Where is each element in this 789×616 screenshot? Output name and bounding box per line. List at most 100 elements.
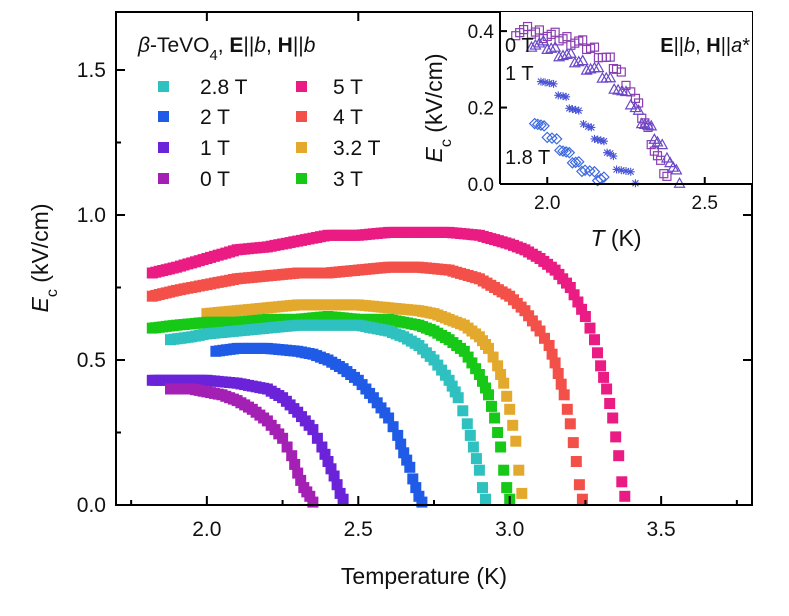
inset-data-point (584, 62, 597, 74)
inset-data-point (566, 157, 579, 169)
data-point (404, 461, 416, 473)
inset-data-point (568, 56, 581, 68)
series-0-T-points (165, 383, 319, 508)
data-point (564, 418, 576, 430)
main-plot-title: β-TeVO4, E||b, H||b (137, 34, 316, 64)
inset-series-1-T (525, 34, 686, 188)
inset-data-point (589, 42, 600, 52)
series-1-T-points (146, 374, 349, 505)
inset-data-point (537, 34, 550, 46)
inset-data-point (603, 148, 612, 157)
legend-item: 3.2 T (296, 137, 381, 160)
data-point (304, 490, 316, 502)
inset-data-point (599, 137, 608, 146)
inset-data-point (638, 118, 651, 129)
inset-data-point (632, 103, 645, 115)
series-3-2-T-points (201, 299, 528, 499)
data-point (507, 419, 519, 431)
inset-data-point (590, 134, 599, 143)
data-point (573, 479, 585, 491)
legend-label: 0 T (200, 168, 230, 191)
data-point (461, 418, 473, 430)
series-2-8-T-points (165, 319, 491, 505)
data-point (572, 296, 584, 308)
inset-data-point (562, 92, 571, 101)
x-tick-label: 2.5 (344, 518, 373, 541)
data-point (549, 357, 561, 369)
inset-data-point (553, 50, 566, 62)
data-point (480, 493, 491, 505)
data-point (307, 496, 319, 508)
inset-data-point (662, 171, 672, 181)
inset-series-1-8-T (528, 117, 610, 187)
series-5-T-points (146, 226, 631, 502)
inset-data-point (571, 105, 580, 114)
data-point (477, 375, 488, 387)
inset-y-tick-label: 0.0 (468, 175, 494, 196)
legend-label: 4 T (333, 106, 363, 129)
data-point (546, 348, 558, 360)
data-point (487, 351, 499, 363)
legend-label: 2.8 T (200, 76, 248, 99)
inset-data-point (670, 163, 683, 175)
y-axis-label: Ec (kV/cm) (27, 204, 61, 313)
data-point (543, 340, 555, 351)
x-tick-label: 3.0 (495, 518, 524, 541)
inset-data-point (549, 79, 558, 88)
data-point (467, 441, 479, 453)
legend-label: 3 T (333, 168, 363, 191)
inset-annotation: 0 T (505, 35, 534, 57)
data-point (489, 412, 501, 424)
inset-data-point (584, 122, 593, 131)
inset-data-point (535, 119, 547, 131)
data-point (325, 463, 337, 475)
data-point (483, 342, 494, 354)
inset-data-point (673, 177, 686, 188)
inset-y-tick-label: 0.2 (468, 99, 494, 120)
data-point (407, 473, 419, 485)
y-tick-label: 0.0 (77, 494, 106, 517)
data-point (492, 360, 504, 372)
inset-x-tick-label: 2.0 (534, 193, 560, 214)
data-point (616, 476, 628, 488)
data-point (501, 482, 513, 494)
inset-data-point (583, 165, 596, 177)
inset-data-point (622, 167, 630, 176)
inset-data-point (560, 48, 573, 60)
inset-data-point (605, 52, 615, 62)
data-point (457, 405, 469, 417)
inset-x-axis-label: T (K) (590, 225, 641, 251)
data-point (576, 493, 588, 505)
data-point (413, 490, 425, 502)
data-point (610, 431, 622, 443)
data-point (598, 371, 610, 383)
data-point (539, 332, 550, 344)
data-point (458, 345, 470, 357)
legend-label: 5 T (333, 76, 363, 99)
inset-data-point (545, 79, 554, 88)
series-2-T-points (210, 342, 428, 508)
data-point (607, 412, 619, 424)
data-point (480, 382, 491, 394)
data-point (286, 450, 298, 462)
inset-data-point (538, 120, 550, 132)
inset-data-point (664, 156, 677, 168)
legend-marker (158, 111, 169, 122)
inset-data-point (587, 123, 596, 132)
data-point (604, 398, 616, 409)
inset-data-point (588, 165, 601, 178)
data-point (498, 464, 510, 476)
series-4-T-points (146, 261, 588, 505)
inset-data-point (559, 92, 567, 101)
inset-data-point (572, 55, 585, 67)
data-point (498, 377, 510, 389)
data-point (534, 325, 546, 337)
x-tick-label: 2.0 (192, 518, 221, 541)
data-point (401, 454, 413, 466)
data-point (564, 282, 576, 293)
inset-data-point (592, 61, 605, 73)
inset-data-point (593, 135, 602, 144)
data-point (558, 389, 570, 401)
inset-marks (511, 21, 686, 188)
